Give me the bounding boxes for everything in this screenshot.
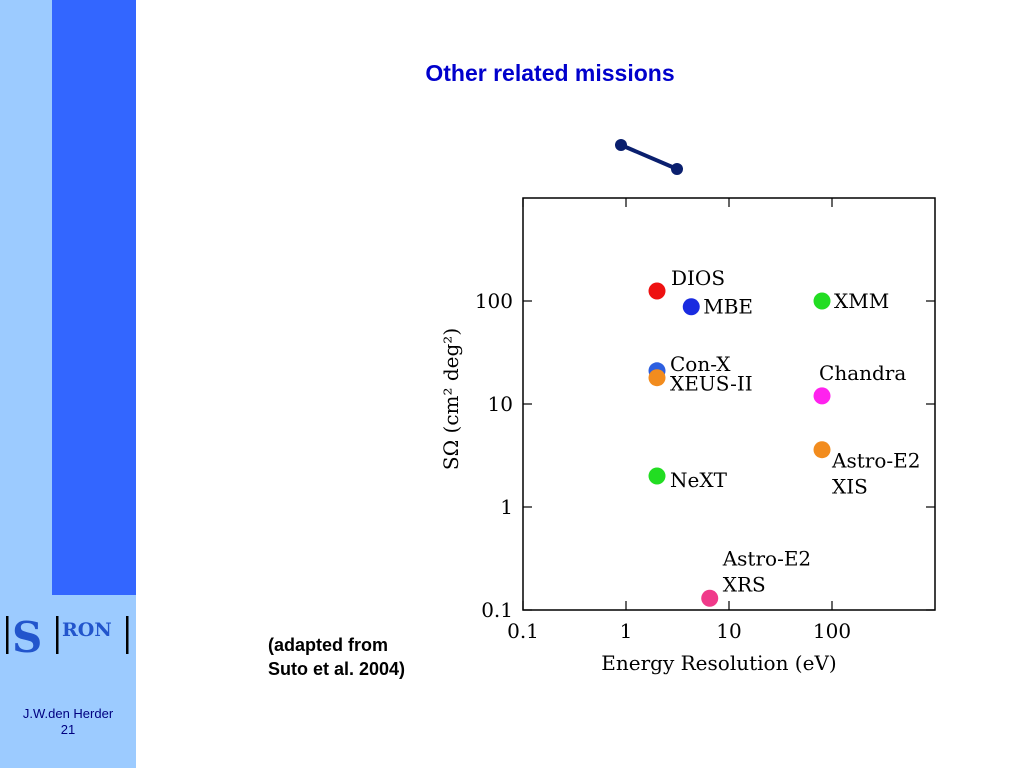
dumbbell-icon [615,139,683,175]
x-axis-label: Energy Resolution (eV) [601,651,836,675]
caption-line-1: (adapted from [268,635,389,655]
data-label: XMM [834,289,889,313]
author-footer: J.W.den Herder 21 [0,706,136,738]
scatter-chart: 0.1 1 10 100 0.1 1 10 100 Energy Resolution (eV)… [439,197,936,675]
data-point-mbe [682,298,700,316]
data-label: Astro-E2 [722,546,811,570]
slide-title: Other related missions [425,60,675,86]
data-point-next [648,467,666,485]
y-axis-label: SΩ (cm² deg²) [439,328,463,470]
y-tick-label: 1 [500,495,513,519]
sidebar-dark-band [52,0,136,595]
y-tick-label: 10 [488,392,513,416]
data-label: NeXT [670,468,728,492]
data-point-dios [648,282,666,300]
data-point-astro-e2-xis [813,441,831,459]
y-tick-label: 0.1 [481,598,513,622]
data-point-astro-e2-xrs [701,589,719,607]
page-number: 21 [60,722,76,737]
data-label: XIS [832,475,868,499]
data-label: XRS [723,572,766,596]
data-label: Astro-E2 [831,449,920,473]
x-tick-label: 0.1 [507,619,539,643]
x-tick-label: 10 [716,619,741,643]
y-tick-label: 100 [475,289,513,313]
caption-line-2: Suto et al. 2004) [268,659,406,679]
svg-text:S: S [12,613,42,658]
data-label: Chandra [819,361,906,385]
data-point-chandra [813,387,831,405]
data-point-xeus-ii [648,369,666,387]
source-caption: (adapted from Suto et al. 2004) [268,633,405,681]
data-label: MBE [703,295,753,319]
data-label: Con-X [670,352,731,376]
x-tick-label: 1 [620,619,633,643]
data-label: XEUS-II [670,372,753,396]
data-point-xmm [813,292,831,310]
author-name: J.W.den Herder [22,706,114,721]
x-tick-label: 100 [813,619,851,643]
sron-logo: S RON [6,613,129,658]
svg-text:RON: RON [62,619,112,641]
data-label: DIOS [671,266,725,290]
